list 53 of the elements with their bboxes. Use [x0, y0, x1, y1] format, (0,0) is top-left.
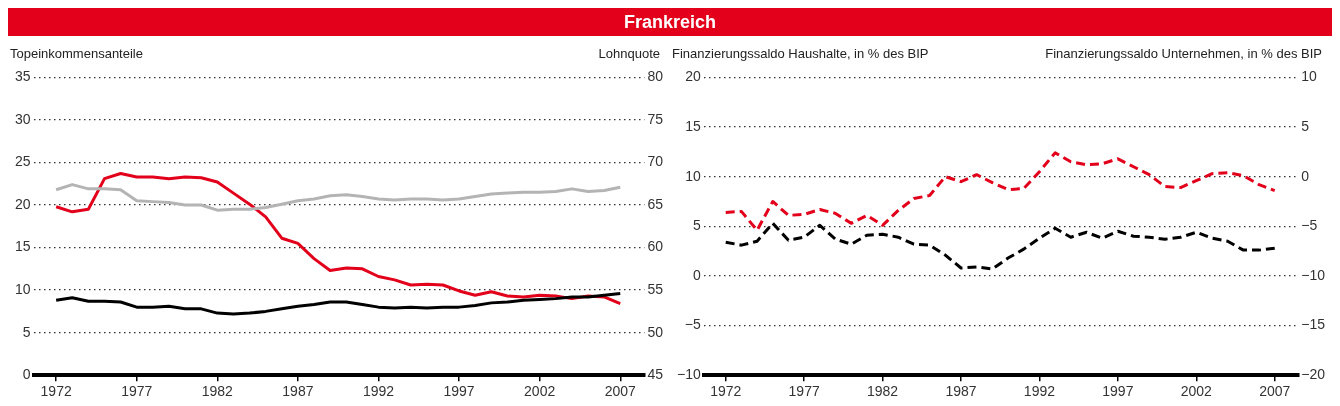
- x-tick-label: 1992: [362, 383, 395, 400]
- x-tick-label: 2002: [1180, 383, 1213, 400]
- x-tick-label: 1977: [788, 383, 820, 400]
- y2-tick-label: −15: [1301, 316, 1326, 333]
- line-series: [724, 221, 1277, 271]
- y-tick-label: 35: [14, 68, 31, 85]
- y2-tick-label: −20: [1301, 366, 1326, 383]
- y2-tick-label: 55: [647, 280, 664, 297]
- x-tick-label: 1987: [282, 383, 314, 400]
- x-tick-label: 1982: [866, 383, 899, 400]
- y-tick-label: −5: [684, 316, 701, 333]
- x-tick-label: 2007: [1259, 383, 1291, 400]
- line-series: [724, 151, 1277, 232]
- y2-tick-label: 5: [1301, 117, 1310, 134]
- x-tick-label: 1992: [1023, 383, 1056, 400]
- y2-tick-label: −10: [1301, 266, 1326, 283]
- y2-tick-label: 10: [1301, 68, 1318, 85]
- y-axis-title: Finanzierungssaldo Haushalte, in % des BIP: [672, 46, 929, 63]
- x-tick-label: 2002: [524, 383, 556, 400]
- y-axis-title: Topeinkommensanteile: [10, 46, 143, 63]
- y2-tick-label: 70: [647, 153, 664, 170]
- x-tick-label: 1982: [201, 383, 234, 400]
- y-tick-label: 20: [14, 195, 31, 212]
- chart-title: Frankreich: [8, 8, 1332, 36]
- y2-tick-label: 45: [647, 366, 664, 383]
- y2-tick-label: 50: [647, 323, 664, 340]
- x-tick-label: 2007: [604, 383, 637, 400]
- y-tick-label: 15: [685, 117, 701, 134]
- y-tick-label: −10: [677, 366, 701, 383]
- y2-tick-label: 75: [647, 110, 664, 127]
- y2-tick-label: 0: [1301, 167, 1310, 184]
- x-tick-label: 1997: [1102, 383, 1134, 400]
- y2-tick-label: 80: [647, 68, 664, 85]
- y-tick-label: 20: [685, 68, 701, 85]
- y2-tick-label: −5: [1301, 217, 1318, 234]
- y-tick-label: 30: [14, 110, 31, 127]
- x-tick-label: 1997: [443, 383, 475, 400]
- y-tick-label: 0: [22, 366, 31, 383]
- y-tick-label: 10: [14, 280, 31, 297]
- y2-tick-label: 60: [647, 238, 664, 255]
- y2-axis-title: Finanzierungssaldo Unternehmen, in % des BIP: [1045, 46, 1322, 63]
- y2-axis-title: Lohnquote: [598, 46, 660, 63]
- x-tick-label: 1972: [710, 383, 742, 400]
- y-tick-label: 25: [14, 153, 31, 170]
- y-tick-label: 5: [22, 323, 31, 340]
- y-tick-label: 15: [14, 238, 31, 255]
- x-tick-label: 1972: [40, 383, 72, 400]
- y-tick-label: 5: [692, 217, 701, 234]
- y-tick-label: 0: [692, 266, 701, 283]
- x-tick-label: 1987: [945, 383, 977, 400]
- y-tick-label: 10: [685, 167, 701, 184]
- y2-tick-label: 65: [647, 195, 664, 212]
- x-tick-label: 1977: [121, 383, 153, 400]
